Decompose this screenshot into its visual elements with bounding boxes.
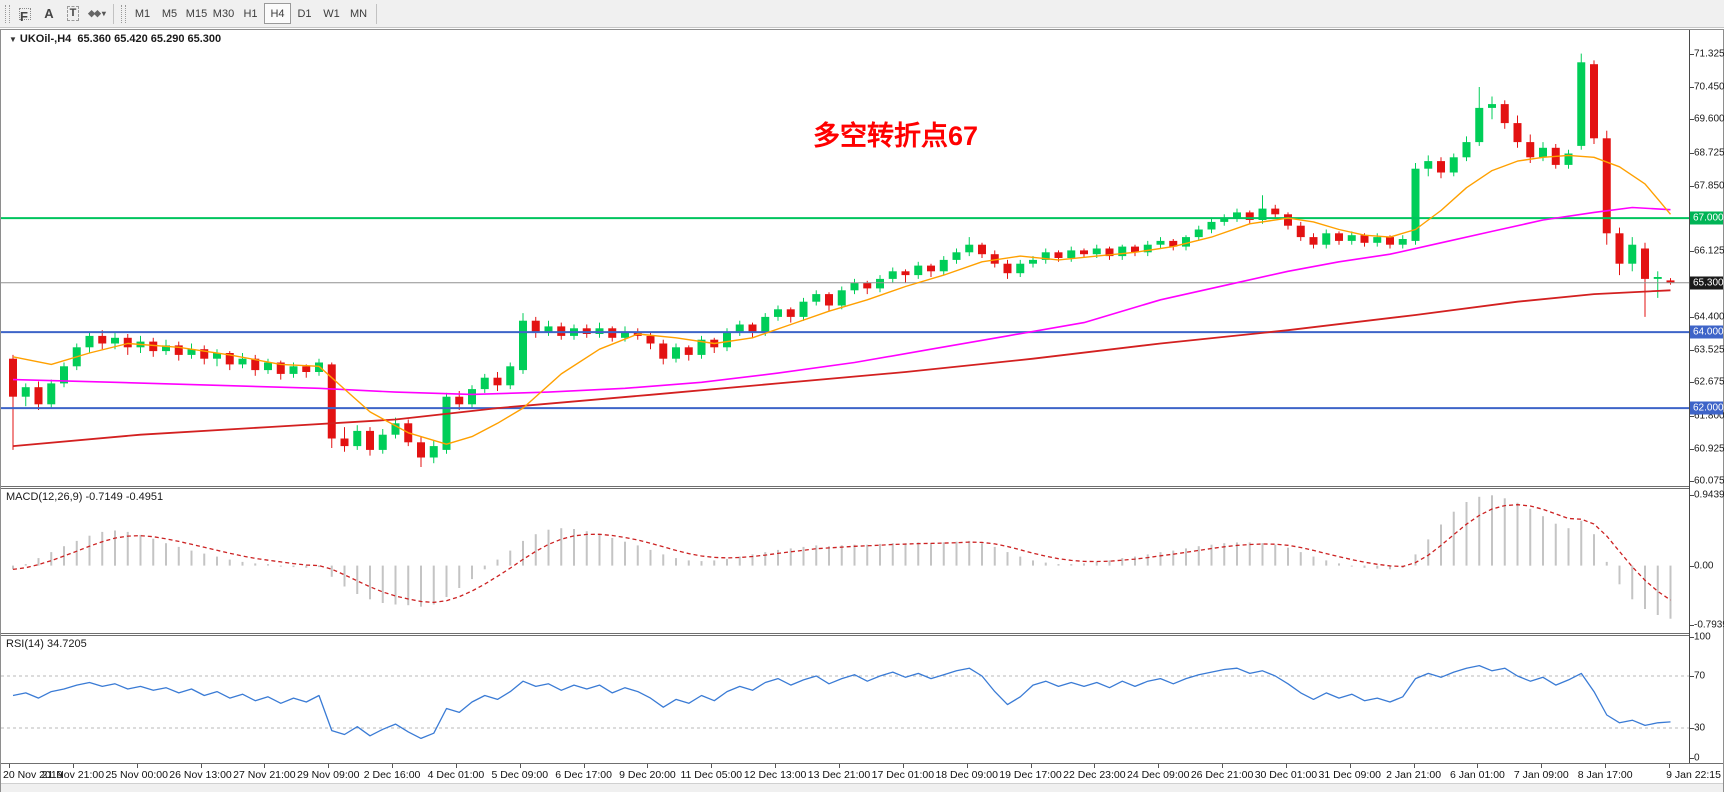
macd-tick-label: 0.00 <box>1694 560 1714 572</box>
symbol-dropdown-arrow[interactable]: ▼ <box>9 35 17 44</box>
time-tick-label: 25 Nov 00:00 <box>105 769 168 781</box>
rsi-tick-label: 70 <box>1694 670 1706 682</box>
rsi-tick-label: 0 <box>1694 752 1700 764</box>
price-axis[interactable]: 71.325 70.450 69.600 68.725 67.850 66.125 64.4… <box>1689 30 1724 764</box>
time-tick-label: 8 Jan 17:00 <box>1577 769 1633 781</box>
time-tick-label: 29 Nov 09:00 <box>296 769 360 781</box>
price-tick-label: 62.675 <box>1694 376 1724 388</box>
time-tick-label: 11 Dec 05:00 <box>680 769 743 781</box>
time-tick-label: 19 Dec 17:00 <box>999 769 1062 781</box>
window-bottom-strip <box>1 783 1723 792</box>
macd-tick-label: 0.9439 <box>1694 489 1724 501</box>
time-tick-label: 12 Dec 13:00 <box>743 769 807 781</box>
timeframe-button-m1[interactable]: M1 <box>134 7 151 20</box>
price-tick-label: 71.325 <box>1694 48 1724 60</box>
main-chart-pane[interactable]: ▼ UKOil-,H4 65.360 65.420 65.290 65.300 多… <box>1 30 1689 486</box>
time-tick-label: 27 Nov 21:00 <box>233 769 296 781</box>
price-line-badge: 62.000 <box>1690 401 1724 415</box>
time-tick-label: 6 Dec 17:00 <box>555 769 612 781</box>
timeframe-button-w1[interactable]: W1 <box>323 7 340 20</box>
macd-pane[interactable]: MACD(12,26,9) -0.7149 -0.4951 <box>1 489 1689 633</box>
price-tick-label: 68.725 <box>1694 147 1724 159</box>
time-tick-label: 26 Dec 21:00 <box>1190 769 1254 781</box>
time-tick-label: 5 Dec 09:00 <box>491 769 549 781</box>
price-tick-label: 70.450 <box>1694 81 1724 93</box>
chart-area: ▼ UKOil-,H4 65.360 65.420 65.290 65.300 多… <box>0 29 1724 792</box>
rsi-pane[interactable]: RSI(14) 34.7205 <box>1 636 1689 763</box>
price-tick-label: 61.800 <box>1694 410 1724 422</box>
rsi-tick-label: 100 <box>1694 631 1711 643</box>
time-axis[interactable]: 20 Nov 2019 21 Nov 21:00 25 Nov 00:00 26 No… <box>1 763 1723 783</box>
timeframe-button-m15[interactable]: M15 <box>185 7 208 20</box>
timeframe-button-m30[interactable]: M30 <box>212 7 235 20</box>
chart-template-icon[interactable]: F <box>13 3 37 25</box>
timeframe-button-mn[interactable]: MN <box>349 7 368 20</box>
timeframe-button-d1[interactable]: D1 <box>297 7 312 20</box>
macd-tick-label: -0.7939 <box>1694 619 1724 631</box>
price-tick-label: 69.600 <box>1694 113 1724 125</box>
timeframe-drag-handle[interactable] <box>121 4 126 23</box>
timeframe-button-h1[interactable]: H1 <box>243 7 258 20</box>
time-tick-label: 24 Dec 09:00 <box>1126 769 1190 781</box>
rsi-indicator-label: RSI(14) 34.7205 <box>6 638 87 650</box>
price-tick-label: 64.400 <box>1694 311 1724 323</box>
rsi-tick-label: 30 <box>1694 722 1706 734</box>
time-tick-label: 13 Dec 21:00 <box>807 769 871 781</box>
price-tick-label: 67.850 <box>1694 180 1724 192</box>
time-tick-label: 31 Dec 09:00 <box>1318 769 1381 781</box>
time-tick-label: 17 Dec 01:00 <box>871 769 935 781</box>
time-tick-label: 2 Dec 16:00 <box>363 769 421 781</box>
price-line-badge: 67.000 <box>1690 211 1724 225</box>
pane-splitter-macd[interactable] <box>1 486 1723 489</box>
price-line-badge: 65.300 <box>1690 276 1724 290</box>
symbol-period-label: UKOil-,H4 <box>19 33 72 45</box>
toolbar-separator-2 <box>376 3 377 24</box>
toolbar-drag-handle[interactable] <box>5 4 10 23</box>
price-tick-label: 66.125 <box>1694 245 1724 257</box>
timeframe-button-m5[interactable]: M5 <box>161 7 178 20</box>
time-tick-label: 26 Nov 13:00 <box>169 769 232 781</box>
text-tool-icon[interactable]: T <box>61 3 85 25</box>
time-tick-label: 9 Dec 20:00 <box>619 769 676 781</box>
chart-title[interactable]: ▼ UKOil-,H4 65.360 65.420 65.290 65.300 <box>9 33 221 45</box>
price-tick-label: 63.525 <box>1694 344 1724 356</box>
ohlc-readout: 65.360 65.420 65.290 65.300 <box>77 33 222 45</box>
time-tick-label: 22 Dec 23:00 <box>1063 769 1126 781</box>
chart-text-annotation[interactable]: 多空转折点67 <box>813 121 979 151</box>
time-tick-label: 4 Dec 01:00 <box>427 769 485 781</box>
pane-splitter-rsi[interactable] <box>1 633 1723 636</box>
toolbar-separator <box>113 3 114 24</box>
macd-indicator-label: MACD(12,26,9) -0.7149 -0.4951 <box>6 491 164 503</box>
ma-fast-orange <box>12 154 1672 445</box>
time-tick-label: 30 Dec 01:00 <box>1254 769 1318 781</box>
time-tick-label: 7 Jan 09:00 <box>1513 769 1569 781</box>
toolbar: F A T ◆◆ ▾ M1 M5 M15 M30 H1 H4 D1 W1 MN <box>0 0 1724 28</box>
ma-slow-red <box>12 289 1671 447</box>
time-tick-label: 6 Jan 01:00 <box>1450 769 1505 781</box>
price-tick-label: 60.925 <box>1694 443 1724 455</box>
price-tick-label: 60.075 <box>1694 475 1724 487</box>
time-tick-label: 2 Jan 21:00 <box>1386 769 1442 781</box>
timeframe-button-h4[interactable]: H4 <box>264 3 291 24</box>
ma-mid-magenta <box>12 206 1671 396</box>
arrow-label-icon[interactable]: A <box>44 6 54 21</box>
price-line-badge: 64.000 <box>1690 325 1724 339</box>
time-tick-label: 9 Jan 22:15 <box>1666 769 1721 781</box>
time-tick-label: 20 Nov 2019 <box>3 769 63 781</box>
time-tick-label: 21 Nov 21:00 <box>41 769 105 781</box>
shapes-tool-icon[interactable]: ◆◆ ▾ <box>88 8 106 18</box>
time-tick-label: 18 Dec 09:00 <box>935 769 998 781</box>
